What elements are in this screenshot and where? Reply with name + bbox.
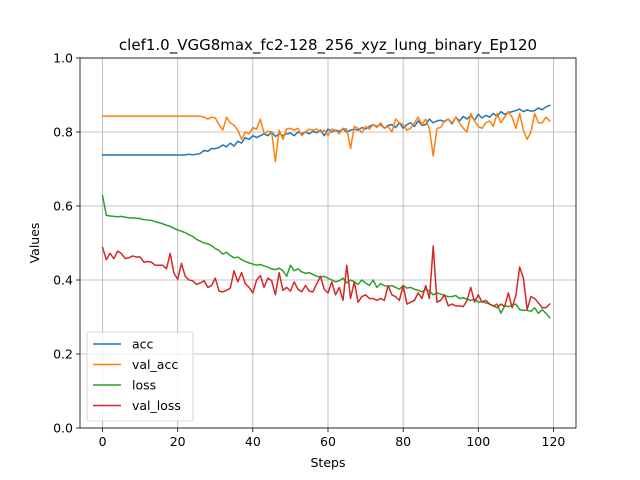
series-line-val-acc	[101, 110, 551, 163]
legend-label-val-acc: val_acc	[132, 357, 178, 372]
y-axis-label: Values	[27, 223, 42, 264]
ticks: 0 20 40 60 80 100 120 0.0 0.2 0.4 0.6 0.8 1.0	[53, 51, 565, 450]
y-tick-label: 0.0	[53, 421, 73, 436]
y-tick-label: 1.0	[53, 51, 73, 66]
y-tick-label: 0.6	[53, 199, 73, 214]
y-tick-label: 0.8	[53, 125, 73, 140]
x-tick-label: 60	[320, 434, 336, 449]
legend-box	[86, 331, 194, 422]
series-line-val-loss	[101, 245, 551, 311]
x-tick-label: 120	[542, 434, 566, 449]
x-tick-label: 80	[395, 434, 411, 449]
legend-label-val-loss: val_loss	[132, 398, 181, 413]
x-tick-label: 0	[99, 434, 107, 449]
y-tick-label: 0.4	[53, 273, 73, 288]
x-tick-label: 40	[245, 434, 261, 449]
x-tick-label: 20	[170, 434, 186, 449]
legend-label-loss: loss	[132, 378, 156, 393]
series-lines	[101, 104, 551, 319]
legend-label-acc: acc	[132, 337, 154, 352]
x-axis-label: Steps	[311, 455, 346, 470]
chart-title: clef1.0_VGG8max_fc2-128_256_xyz_lung_bin…	[119, 36, 537, 55]
y-tick-label: 0.2	[53, 347, 73, 362]
x-tick-label: 100	[466, 434, 490, 449]
